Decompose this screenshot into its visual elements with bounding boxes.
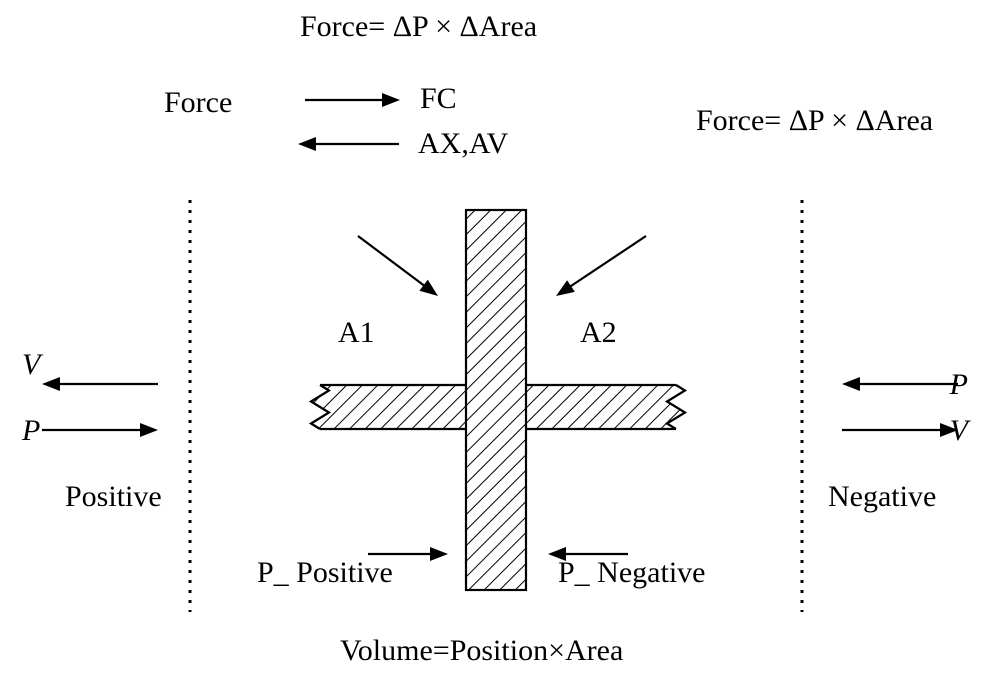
arrow-v-left-head bbox=[42, 377, 60, 391]
arrow-p-left-head bbox=[140, 423, 158, 437]
label-p_right: P bbox=[949, 368, 968, 401]
label-v_right: V bbox=[950, 414, 972, 447]
arrow-a2-head bbox=[556, 280, 575, 296]
arrow-a1-head bbox=[419, 280, 438, 296]
label-p_negative: P_ Negative bbox=[558, 556, 705, 589]
arrow-a2 bbox=[565, 236, 646, 290]
label-p_positive: P_ Positive bbox=[257, 556, 393, 589]
label-top_formula: Force= ΔP × ΔArea bbox=[300, 10, 537, 43]
label-positive: Positive bbox=[65, 480, 162, 513]
label-axav: AX,AV bbox=[418, 127, 509, 160]
arrow-p-right-head bbox=[842, 377, 860, 391]
label-a2: A2 bbox=[580, 316, 617, 349]
label-bottom_formula: Volume=Position×Area bbox=[340, 634, 623, 667]
diagram-canvas: Force= ΔP × ΔArea Force Force= ΔP × ΔArea F… bbox=[0, 0, 1000, 690]
label-p_left: P bbox=[21, 414, 40, 447]
label-negative: Negative bbox=[828, 480, 936, 513]
label-force_right: Force= ΔP × ΔArea bbox=[696, 104, 933, 137]
label-v_left: V bbox=[22, 348, 44, 381]
piston-plate bbox=[466, 210, 526, 590]
arrow-a1 bbox=[358, 236, 429, 290]
label-a1: A1 bbox=[338, 316, 375, 349]
arrow-p-positive-head bbox=[430, 547, 448, 561]
arrow-axav-head bbox=[298, 137, 316, 151]
label-force_left: Force bbox=[164, 86, 232, 119]
arrow-fc-head bbox=[382, 93, 400, 107]
label-fc: FC bbox=[420, 82, 457, 115]
